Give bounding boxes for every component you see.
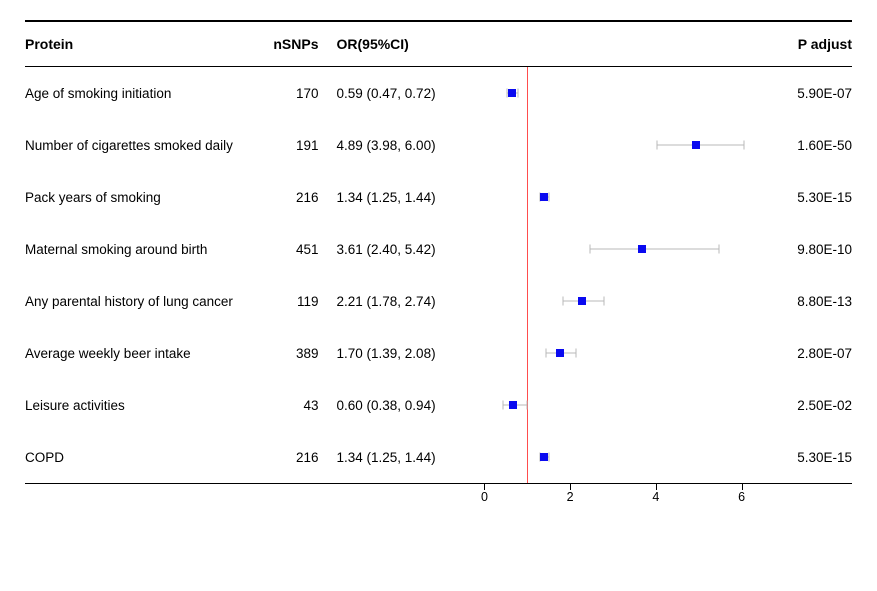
table-row: Average weekly beer intake3891.70 (1.39,… <box>25 327 852 379</box>
ci-cap-high <box>517 89 518 98</box>
axis-tick-label: 0 <box>481 490 488 504</box>
cell-plot <box>465 171 762 223</box>
ci-whisker <box>590 249 719 250</box>
point-estimate-marker <box>540 453 548 461</box>
cell-protein: Any parental history of lung cancer <box>25 294 259 309</box>
cell-protein: Leisure activities <box>25 398 259 413</box>
cell-or: 1.34 (1.25, 1.44) <box>337 450 466 465</box>
cell-plot <box>465 67 762 119</box>
header-nsnps: nSNPs <box>259 36 336 52</box>
forest-plot: Protein nSNPs OR(95%CI) P adjust Age of … <box>25 20 852 512</box>
table-row: Age of smoking initiation1700.59 (0.47, … <box>25 67 852 119</box>
axis-tick-label: 4 <box>652 490 659 504</box>
ci-whisker <box>657 145 744 146</box>
cell-protein: Average weekly beer intake <box>25 346 259 361</box>
plot-body: Age of smoking initiation1700.59 (0.47, … <box>25 67 852 483</box>
header-protein: Protein <box>25 36 259 52</box>
ci-cap-low <box>503 401 504 410</box>
cell-padj: 2.80E-07 <box>763 346 852 361</box>
cell-plot <box>465 379 762 431</box>
cell-or: 1.34 (1.25, 1.44) <box>337 190 466 205</box>
x-axis: 0 2 4 6 <box>463 484 763 512</box>
point-estimate-marker <box>638 245 646 253</box>
ci-cap-high <box>743 141 744 150</box>
point-estimate-marker <box>540 193 548 201</box>
axis-tick-label: 2 <box>567 490 574 504</box>
table-row: Number of cigarettes smoked daily1914.89… <box>25 119 852 171</box>
cell-or: 0.60 (0.38, 0.94) <box>337 398 466 413</box>
cell-protein: Maternal smoking around birth <box>25 242 259 257</box>
ci-cap-high <box>527 401 528 410</box>
table-row: Leisure activities430.60 (0.38, 0.94) 2.5… <box>25 379 852 431</box>
cell-plot <box>465 327 762 379</box>
cell-padj: 5.30E-15 <box>763 450 852 465</box>
cell-nsnps: 170 <box>259 86 336 101</box>
cell-plot <box>465 431 762 483</box>
point-estimate-marker <box>508 89 516 97</box>
table-row: Maternal smoking around birth4513.61 (2.… <box>25 223 852 275</box>
cell-nsnps: 216 <box>259 450 336 465</box>
cell-padj: 5.30E-15 <box>763 190 852 205</box>
table-row: Any parental history of lung cancer1192.… <box>25 275 852 327</box>
table-row: Pack years of smoking2161.34 (1.25, 1.44… <box>25 171 852 223</box>
point-estimate-marker <box>509 401 517 409</box>
cell-or: 1.70 (1.39, 2.08) <box>337 346 466 361</box>
cell-plot <box>465 223 762 275</box>
ci-cap-low <box>657 141 658 150</box>
cell-or: 3.61 (2.40, 5.42) <box>337 242 466 257</box>
cell-protein: Age of smoking initiation <box>25 86 259 101</box>
cell-padj: 2.50E-02 <box>763 398 852 413</box>
cell-nsnps: 389 <box>259 346 336 361</box>
cell-padj: 8.80E-13 <box>763 294 852 309</box>
header-plot-spacer <box>465 22 762 66</box>
axis-tick-label: 6 <box>738 490 745 504</box>
cell-protein: COPD <box>25 450 259 465</box>
cell-or: 2.21 (1.78, 2.74) <box>337 294 466 309</box>
cell-protein: Number of cigarettes smoked daily <box>25 138 259 153</box>
cell-plot <box>465 119 762 171</box>
cell-nsnps: 216 <box>259 190 336 205</box>
cell-or: 0.59 (0.47, 0.72) <box>337 86 466 101</box>
cell-padj: 9.80E-10 <box>763 242 852 257</box>
cell-protein: Pack years of smoking <box>25 190 259 205</box>
ci-cap-high <box>604 297 605 306</box>
cell-nsnps: 43 <box>259 398 336 413</box>
cell-or: 4.89 (3.98, 6.00) <box>337 138 466 153</box>
cell-plot <box>465 275 762 327</box>
cell-padj: 1.60E-50 <box>763 138 852 153</box>
ci-cap-low <box>589 245 590 254</box>
point-estimate-marker <box>556 349 564 357</box>
cell-nsnps: 191 <box>259 138 336 153</box>
ci-cap-high <box>719 245 720 254</box>
header-padj: P adjust <box>763 36 852 52</box>
ci-cap-low <box>563 297 564 306</box>
ci-cap-high <box>575 349 576 358</box>
cell-nsnps: 119 <box>259 294 336 309</box>
cell-nsnps: 451 <box>259 242 336 257</box>
point-estimate-marker <box>578 297 586 305</box>
ci-cap-low <box>546 349 547 358</box>
table-row: COPD2161.34 (1.25, 1.44) 5.30E-15 <box>25 431 852 483</box>
header-row: Protein nSNPs OR(95%CI) P adjust <box>25 22 852 66</box>
cell-padj: 5.90E-07 <box>763 86 852 101</box>
header-or: OR(95%CI) <box>337 36 466 52</box>
point-estimate-marker <box>692 141 700 149</box>
